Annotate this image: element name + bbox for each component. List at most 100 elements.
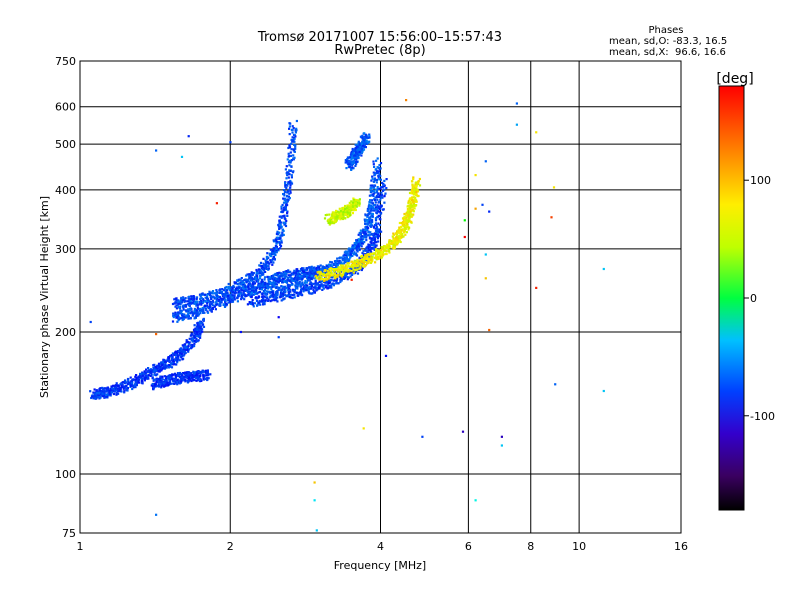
data-point <box>350 250 354 253</box>
data-point <box>398 239 401 242</box>
data-point <box>282 233 285 236</box>
data-point <box>270 299 273 302</box>
data-point <box>159 375 162 378</box>
data-point <box>271 257 274 260</box>
data-point <box>175 307 178 310</box>
data-point <box>354 156 357 159</box>
data-point <box>145 377 148 380</box>
data-point <box>301 277 304 280</box>
data-point <box>379 187 382 190</box>
data-point <box>408 211 411 214</box>
data-point <box>275 291 278 294</box>
data-point <box>343 268 346 272</box>
data-point <box>352 153 355 157</box>
data-point <box>174 297 177 300</box>
data-point <box>200 303 203 306</box>
data-point <box>372 180 375 183</box>
data-point <box>141 374 144 377</box>
data-point <box>370 224 374 227</box>
data-point <box>326 272 329 275</box>
data-point <box>188 337 191 340</box>
data-point <box>219 304 222 307</box>
y-tick-label: 400 <box>55 184 76 197</box>
data-point <box>273 296 276 299</box>
data-point <box>109 390 112 393</box>
data-point <box>289 186 292 189</box>
data-point <box>211 307 214 310</box>
data-point <box>227 287 230 290</box>
data-point <box>281 272 284 276</box>
data-point <box>401 233 404 236</box>
data-point <box>318 273 321 276</box>
data-point <box>164 383 167 386</box>
data-point <box>334 277 337 280</box>
data-point <box>191 337 194 341</box>
data-point <box>106 394 109 397</box>
data-point <box>350 152 353 155</box>
data-point <box>353 244 356 247</box>
data-point <box>153 385 157 388</box>
data-point <box>290 148 293 151</box>
data-point <box>294 131 297 134</box>
data-point <box>257 282 260 285</box>
data-point <box>313 266 316 269</box>
data-point <box>209 373 212 376</box>
data-point <box>286 204 289 207</box>
data-point <box>366 220 369 223</box>
data-point <box>271 285 274 288</box>
data-point <box>256 303 259 306</box>
data-point <box>186 373 190 376</box>
data-point <box>379 162 383 165</box>
data-point <box>376 237 379 240</box>
data-point <box>273 273 276 276</box>
data-point <box>367 234 370 237</box>
data-point <box>377 214 380 217</box>
data-point <box>332 222 335 225</box>
data-point <box>132 378 136 381</box>
data-point <box>273 247 276 250</box>
data-point <box>380 230 383 233</box>
data-point <box>280 299 283 302</box>
data-point <box>385 250 388 253</box>
data-point <box>164 361 167 364</box>
data-point <box>279 296 282 299</box>
data-point <box>294 147 297 150</box>
data-point <box>130 384 133 387</box>
data-point <box>284 191 287 194</box>
data-point <box>271 275 275 278</box>
data-point <box>289 169 292 172</box>
y-tick-label: 100 <box>55 468 76 481</box>
data-point <box>278 215 281 218</box>
data-point <box>346 216 349 219</box>
data-point <box>116 387 120 390</box>
data-point <box>255 299 259 302</box>
data-point <box>379 198 382 201</box>
data-point <box>195 371 198 374</box>
data-point <box>167 356 170 359</box>
data-point <box>362 427 365 430</box>
data-point <box>327 277 330 280</box>
data-point <box>285 295 288 298</box>
data-point <box>219 300 222 303</box>
data-point <box>355 249 359 252</box>
data-point <box>263 283 266 286</box>
data-point <box>358 143 361 146</box>
data-point <box>91 394 94 397</box>
data-point <box>344 217 347 220</box>
data-point <box>370 243 373 246</box>
data-point <box>356 250 359 253</box>
data-point <box>290 142 293 145</box>
data-point <box>372 241 375 244</box>
data-point <box>303 281 306 284</box>
data-point <box>370 223 373 226</box>
data-point <box>211 304 214 307</box>
data-point <box>150 384 153 387</box>
data-point <box>348 206 351 209</box>
data-point <box>258 290 262 293</box>
stats-x-line: mean, sd,X: 96.6, 16.6 <box>609 47 726 58</box>
data-point <box>330 216 333 219</box>
data-point <box>409 210 412 213</box>
data-point <box>286 172 289 176</box>
data-point <box>327 275 330 278</box>
